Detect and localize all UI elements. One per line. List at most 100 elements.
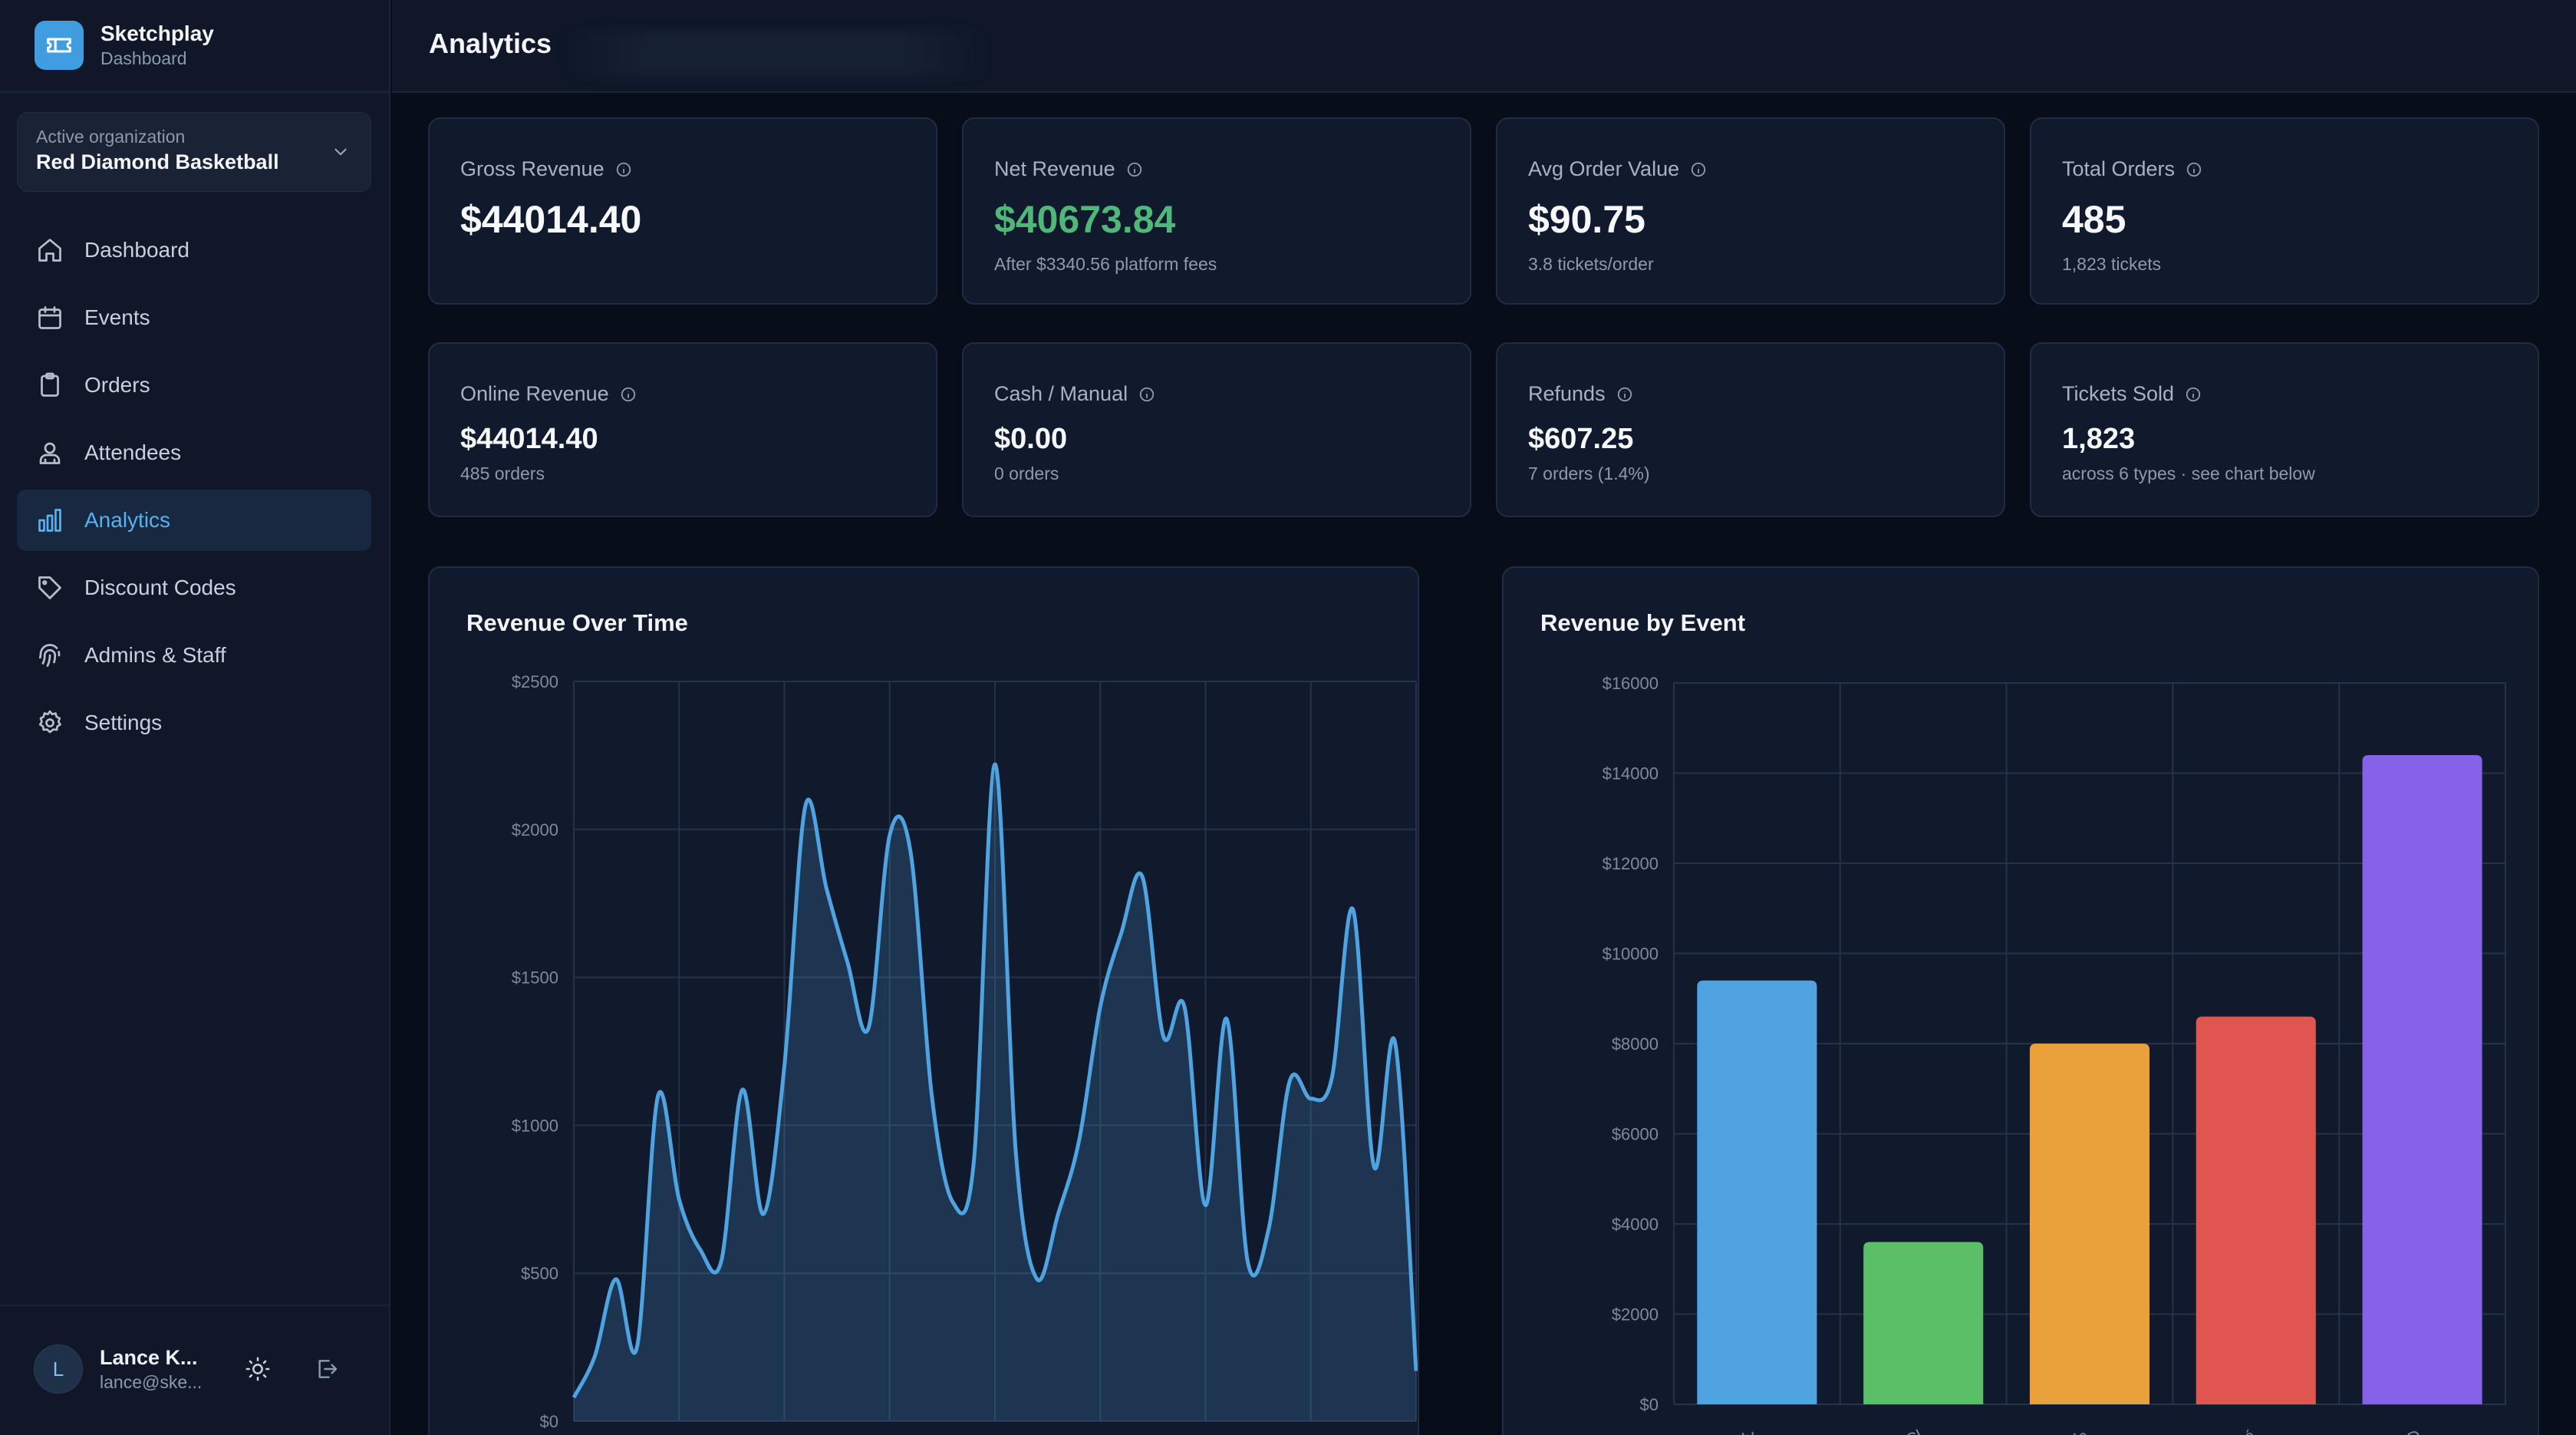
y-tick-label: $1500 bbox=[512, 968, 558, 988]
data-point bbox=[1184, 1007, 1185, 1008]
y-tick-label: $500 bbox=[521, 1264, 558, 1283]
user-icon bbox=[35, 438, 64, 467]
sidebar-item-settings[interactable]: Settings bbox=[17, 692, 371, 754]
stat-sub: 3.8 tickets/order bbox=[1528, 254, 1654, 274]
data-point bbox=[1374, 1166, 1375, 1167]
sidebar-item-label: Attendees bbox=[84, 440, 182, 464]
chart-title: Revenue Over Time bbox=[466, 609, 688, 636]
brand-name: Sketchplay bbox=[100, 21, 214, 45]
stat-label: Net Revenue bbox=[994, 157, 1115, 180]
revenue-line bbox=[572, 762, 1418, 1399]
sidebar-item-events[interactable]: Events bbox=[17, 287, 371, 348]
org-switcher[interactable]: Active organization Red Diamond Basketba… bbox=[17, 112, 371, 192]
stat-card-total-orders: Total Orders 485 1,823 tickets bbox=[2030, 117, 2539, 305]
sidebar-item-attendees[interactable]: Attendees bbox=[17, 422, 371, 483]
revenue-over-time-chart: $0 $500 $1000 $1500 $2000 $2500 bbox=[512, 672, 1418, 1431]
data-point bbox=[574, 1397, 575, 1398]
info-icon[interactable] bbox=[1690, 161, 1707, 178]
area-fill bbox=[574, 764, 1416, 1421]
logout-icon bbox=[318, 1360, 338, 1378]
theme-toggle-button[interactable] bbox=[242, 1354, 273, 1384]
stat-card-avg-order-value: Avg Order Value $90.75 3.8 tickets/order bbox=[1496, 117, 2005, 305]
divider bbox=[0, 1305, 389, 1306]
clipboard-icon bbox=[35, 371, 64, 400]
stat-value: $44014.40 bbox=[460, 198, 642, 241]
data-point bbox=[1036, 1278, 1037, 1279]
stat-value: $607.25 bbox=[1528, 423, 1634, 455]
stat-value: $0.00 bbox=[994, 423, 1068, 455]
bar[interactable] bbox=[1697, 980, 1817, 1404]
y-tick-label: $2000 bbox=[512, 820, 558, 840]
info-icon[interactable] bbox=[620, 386, 637, 403]
sidebar-item-analytics[interactable]: Analytics bbox=[17, 490, 371, 551]
chevron-down-icon bbox=[334, 148, 347, 156]
avatar: L bbox=[34, 1344, 83, 1394]
sidebar-item-label: Dashboard bbox=[84, 238, 189, 262]
y-tick-label: $8000 bbox=[1612, 1034, 1659, 1054]
info-icon[interactable] bbox=[1138, 386, 1155, 403]
calendar-icon bbox=[35, 303, 64, 332]
home-icon bbox=[35, 236, 64, 265]
data-point bbox=[826, 888, 827, 889]
stat-sub: 7 orders (1.4%) bbox=[1528, 463, 1650, 483]
sidebar-item-label: Discount Codes bbox=[84, 576, 236, 599]
y-tick-label: $14000 bbox=[1603, 764, 1659, 783]
data-point bbox=[784, 1066, 785, 1067]
sidebar-item-orders[interactable]: Orders bbox=[17, 355, 371, 416]
bar[interactable] bbox=[2029, 1044, 2150, 1404]
stat-card-online-revenue: Online Revenue $44014.40 485 orders bbox=[428, 342, 937, 517]
y-tick-label: $0 bbox=[1640, 1395, 1659, 1414]
data-point bbox=[1310, 1098, 1311, 1099]
user-name: Lance K... bbox=[100, 1346, 198, 1369]
top-bar: Analytics bbox=[392, 0, 2576, 93]
x-tick-label: Cl bbox=[1902, 1426, 1925, 1435]
stat-card-cash-manual: Cash / Manual $0.00 0 orders bbox=[962, 342, 1471, 517]
sidebar-nav: Dashboard Events Orders Attendees Analyt… bbox=[17, 219, 371, 760]
data-point bbox=[1226, 1018, 1227, 1019]
info-icon[interactable] bbox=[2186, 161, 2202, 178]
gear-icon bbox=[35, 708, 64, 737]
sidebar-item-dashboard[interactable]: Dashboard bbox=[17, 219, 371, 281]
stat-card-net-revenue: Net Revenue $40673.84 After $3340.56 pla… bbox=[962, 117, 1471, 305]
stat-label: Gross Revenue bbox=[460, 157, 604, 180]
info-icon[interactable] bbox=[1616, 386, 1633, 403]
sidebar: Sketchplay Dashboard Active organization… bbox=[0, 0, 390, 1435]
fingerprint-icon bbox=[35, 641, 64, 670]
user-email: lance@ske... bbox=[100, 1372, 203, 1392]
stat-sub: 1,823 tickets bbox=[2062, 254, 2162, 274]
stat-sub: 485 orders bbox=[460, 463, 545, 483]
bar[interactable] bbox=[2196, 1016, 2316, 1404]
data-point bbox=[763, 1214, 764, 1215]
info-icon[interactable] bbox=[2185, 386, 2202, 403]
revenue-by-event-chart: $0 $2000 $4000 $6000 $8000 $10000 $12000 $14000… bbox=[1603, 674, 2506, 1435]
info-icon[interactable] bbox=[1126, 161, 1143, 178]
brand[interactable]: Sketchplay Dashboard bbox=[35, 18, 214, 72]
y-tick-label: $1000 bbox=[512, 1116, 558, 1135]
sidebar-item-admins-staff[interactable]: Admins & Staff bbox=[17, 625, 371, 686]
stat-sub: 0 orders bbox=[994, 463, 1059, 483]
revenue-over-time-panel: Revenue Over Time $0 $500 $1000 $1500 $2000 $… bbox=[428, 566, 1419, 1435]
y-tick-label: $2500 bbox=[512, 672, 558, 691]
stat-sub: across 6 types · see chart below bbox=[2062, 463, 2315, 483]
data-point bbox=[1058, 1214, 1059, 1215]
bar[interactable] bbox=[1863, 1242, 1984, 1405]
sidebar-item-discount-codes[interactable]: Discount Codes bbox=[17, 557, 371, 619]
user-profile[interactable]: L Lance K... lance@ske... bbox=[34, 1344, 202, 1394]
stat-label: Total Orders bbox=[2062, 157, 2176, 180]
bar[interactable] bbox=[2362, 755, 2482, 1404]
y-tick-label: $6000 bbox=[1612, 1125, 1659, 1144]
sidebar-item-label: Events bbox=[84, 305, 150, 329]
logout-button[interactable] bbox=[311, 1354, 342, 1384]
stat-sub: After $3340.56 platform fees bbox=[994, 254, 1217, 274]
data-point bbox=[615, 1278, 616, 1279]
bar-chart-icon bbox=[35, 506, 64, 535]
stat-value: $44014.40 bbox=[460, 423, 598, 455]
revenue-by-event-panel: Revenue by Event $0 $2000 $4000 $6000 $8000 $… bbox=[1502, 566, 2539, 1435]
sidebar-item-label: Analytics bbox=[84, 508, 171, 532]
info-icon[interactable] bbox=[615, 161, 632, 178]
y-tick-label: $0 bbox=[540, 1412, 558, 1431]
stat-value: 1,823 bbox=[2062, 423, 2136, 455]
x-tick-label: Cla bbox=[2060, 1426, 2092, 1435]
data-point bbox=[931, 1095, 932, 1096]
y-tick-label: $12000 bbox=[1603, 854, 1659, 873]
